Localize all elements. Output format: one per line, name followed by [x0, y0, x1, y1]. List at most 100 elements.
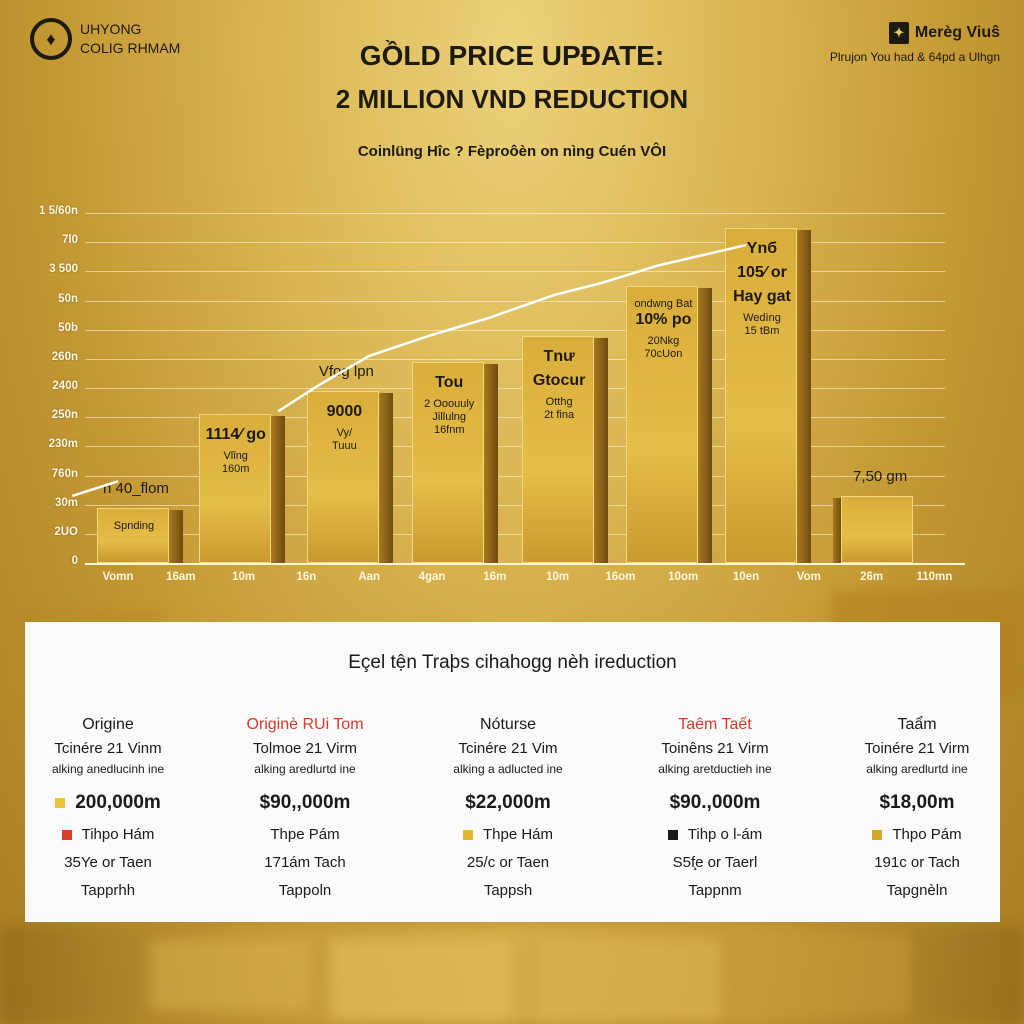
column-price: $90,,000m	[259, 792, 351, 813]
gold-bar	[412, 361, 485, 563]
gridline	[85, 475, 945, 477]
comparison-column: Taẩm Toinére 21 Virm alking aredlurtd in…	[817, 716, 1017, 910]
bar-label: Tnư	[543, 347, 575, 365]
column-title: Nóturse	[479, 716, 537, 733]
logo: ♦ UHYONG COLIG RHMAM	[30, 18, 180, 60]
x-tick-label: 10m	[546, 571, 570, 583]
trend-line-layer	[0, 0, 1024, 600]
legend-marker	[667, 830, 678, 841]
column-line2: 191c or Tach	[874, 854, 960, 871]
x-tick-label: 10om	[668, 571, 699, 583]
brand-tagline: Plrujon You had & 64pd a Ulhgn	[829, 50, 1000, 64]
column-price: 200,000m	[75, 792, 161, 813]
gold-bar-side	[594, 337, 609, 563]
column-price: $18,00m	[879, 792, 955, 813]
x-tick-label: 16m	[483, 571, 507, 583]
gridline	[85, 271, 945, 273]
brand-icon: ✦	[888, 22, 909, 44]
panel-title: Eçel tện Traþs cihahogg nèh ireduction	[348, 652, 677, 673]
legend-marker	[462, 830, 473, 841]
gridline	[85, 358, 945, 360]
page-title: GỒLD PRICE UPĐATE:	[359, 40, 665, 71]
gridline	[85, 563, 965, 565]
column-price: $22,000m	[465, 792, 551, 813]
column-subtitle: Toinêns 21 Virm	[661, 740, 769, 757]
gold-bar	[626, 285, 699, 563]
legend-marker	[872, 830, 883, 841]
background-gold-bar	[540, 940, 720, 1020]
y-tick-label: 30m	[54, 496, 78, 509]
y-tick-label: 2400	[52, 380, 78, 392]
y-tick-label: 230m	[48, 438, 78, 451]
x-tick-label: 10en	[732, 571, 760, 583]
gold-bar-side	[484, 363, 499, 563]
bar-label: 10% po	[635, 310, 692, 328]
y-tick-label: 50n	[58, 292, 78, 305]
gridline	[85, 504, 945, 506]
gridline	[85, 446, 945, 448]
price-chart: 0 2UO 30m 760n 230m 250n 2400 260n 50b 50n 3 500 7l…	[0, 0, 1024, 600]
column-description: alking aredlurtd ine	[254, 762, 356, 776]
column-title: Originè RUi Tom	[246, 716, 364, 733]
gold-bar	[724, 227, 797, 563]
gridline	[85, 417, 945, 419]
column-subtitle: Toinére 21 Virm	[864, 740, 970, 757]
y-tick-label: 250n	[51, 409, 78, 422]
x-tick-label: 4gan	[418, 571, 446, 583]
bar-label: Gtocur	[532, 371, 586, 389]
column-line2: S5f̧e or Taerl	[672, 854, 758, 871]
x-tick-label: Vom	[796, 571, 821, 583]
gold-bar-side	[698, 287, 713, 563]
column-line2: 171ám Tach	[264, 854, 346, 871]
bar-label: 2t fina	[544, 408, 575, 421]
column-subtitle: Tcinére 21 Vinm	[54, 740, 162, 757]
comparison-column: Origine Tcinére 21 Vinm alking anedlucin…	[8, 716, 208, 910]
y-tick-label: 0	[71, 555, 78, 567]
logo-line1: UHYONG	[80, 21, 142, 37]
brand-name: Merèg Viuŝ	[914, 24, 1000, 41]
x-tick-label: 110mn	[916, 571, 953, 583]
legend-marker	[61, 830, 72, 841]
gold-bar	[841, 495, 914, 563]
background-gold-bar	[740, 935, 910, 1015]
comparison-panel: Eçel tện Traþs cihahogg nèh ireduction O…	[25, 622, 1000, 922]
gold-bar-side	[796, 229, 811, 563]
gold-drop-icon: ♦	[30, 18, 72, 60]
gold-bar	[307, 390, 380, 563]
column-line2: 25/c or Taen	[466, 854, 550, 871]
column-line2: 35Ye or Taen	[64, 854, 152, 871]
bar-label: Tuuu	[332, 439, 357, 452]
gold-bar	[198, 414, 271, 563]
gold-bar	[522, 335, 595, 563]
brand: ✦ Merèg Viuŝ Plrujon You had & 64pd a Ulh…	[830, 22, 1000, 64]
trend-line	[71, 480, 119, 498]
column-price: $90.,000m	[669, 792, 761, 813]
y-tick-label: 2UO	[54, 525, 78, 538]
bar-label: ondwng Bat	[634, 297, 693, 310]
column-line1: Tihp o l-ám	[687, 826, 763, 843]
gold-bar	[96, 507, 169, 563]
page-subtitle: 2 MILLION VND REDUCTION	[335, 84, 689, 114]
column-line3: Tappsh	[483, 882, 533, 899]
background-gold-bar	[330, 940, 510, 1020]
chart-caption: Coinlüng Hîc ? Fèproôèn on nìng Cuén VÔI	[357, 143, 667, 160]
column-subtitle: Tcinére 21 Vim	[458, 740, 558, 757]
column-title: Taêm Taết	[678, 716, 752, 733]
x-tick-label: 26m	[860, 571, 884, 583]
bar-label: 1114⁄ go	[205, 426, 266, 444]
bar-label: 9000	[326, 402, 363, 420]
logo-line2: COLIG RHMAM	[80, 40, 181, 56]
column-title: Origine	[82, 716, 134, 733]
y-tick-label: 1 5/60n	[39, 205, 78, 217]
gridline	[85, 242, 945, 244]
column-line1: Thpe Pám	[270, 826, 340, 843]
column-line1: Thpe Hám	[482, 826, 554, 843]
bar-label: Tou	[435, 373, 464, 391]
comparison-column: Taêm Taết Toinêns 21 Virm alking aretduc…	[615, 716, 815, 910]
gold-bar-side	[168, 509, 183, 563]
x-tick-label: Vomn	[102, 571, 134, 583]
x-tick-label: 10m	[232, 571, 256, 583]
gridline	[85, 533, 945, 535]
y-tick-label: 50b	[58, 321, 78, 334]
bar-label: Vlǐng	[223, 450, 248, 463]
